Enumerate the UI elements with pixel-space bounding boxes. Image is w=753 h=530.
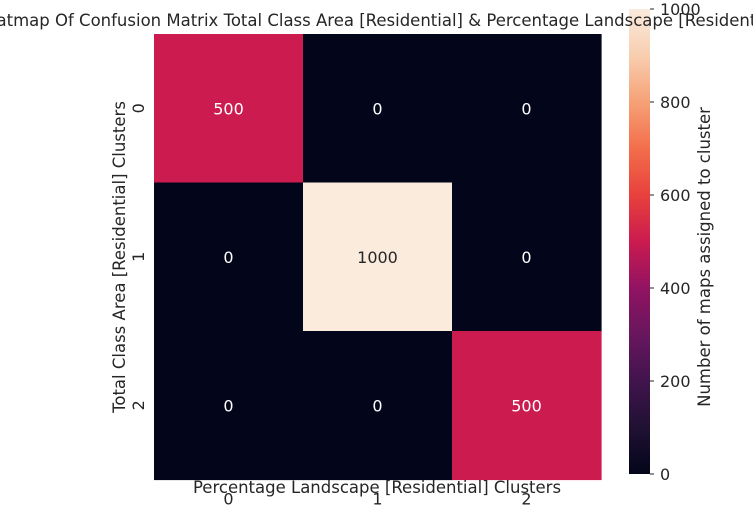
heatmap-cell [303, 182, 453, 332]
heatmap-cell-labels: 500 0 0 0 1000 0 0 0 500 [213, 99, 542, 415]
colorbar-label: Number of maps assigned to cluster [695, 107, 714, 407]
heatmap-cells [154, 34, 602, 481]
y-tick-label: 1 [129, 252, 148, 262]
cell-value-label: 0 [372, 99, 382, 118]
heatmap-cell [452, 34, 602, 184]
cell-value-label: 0 [521, 99, 531, 118]
colorbar [629, 9, 650, 474]
y-tick-label: 0 [129, 103, 148, 113]
cell-value-label: 500 [511, 396, 542, 415]
cell-value-label: 0 [372, 396, 382, 415]
x-tick-label: 1 [372, 490, 382, 509]
colorbar-tick-label: 800 [660, 93, 691, 112]
colorbar-tick-label: 1000 [660, 0, 701, 19]
cell-value-label: 0 [521, 248, 531, 267]
heatmap-cell [154, 34, 304, 184]
colorbar-tick-label: 600 [660, 186, 691, 205]
heatmap-cell [452, 331, 602, 481]
y-tick-label: 2 [129, 400, 148, 410]
colorbar-ticks: 0 200 400 600 800 1000 [650, 0, 701, 484]
colorbar-tick-label: 200 [660, 372, 691, 391]
heatmap-cell [154, 331, 304, 481]
heatmap-cell [154, 182, 304, 332]
heatmap-cell [452, 182, 602, 332]
cell-value-label: 1000 [357, 248, 398, 267]
chart-title: Heatmap Of Confusion Matrix Total Class … [0, 11, 753, 30]
cell-value-label: 0 [223, 248, 233, 267]
heatmap-cell [303, 34, 453, 184]
y-axis-ticks: 0 1 2 [129, 103, 148, 410]
y-axis-label: Total Class Area [Residential] Clusters [110, 101, 129, 414]
x-axis-ticks: 0 1 2 [223, 490, 531, 509]
cell-value-label: 0 [223, 396, 233, 415]
x-axis-label: Percentage Landscape [Residential] Clust… [193, 478, 561, 497]
colorbar-tick-label: 400 [660, 279, 691, 298]
colorbar-tick-label: 0 [660, 465, 670, 484]
heatmap-cell [303, 331, 453, 481]
x-tick-label: 0 [223, 490, 233, 509]
cell-value-label: 500 [213, 99, 244, 118]
x-tick-label: 2 [521, 490, 531, 509]
